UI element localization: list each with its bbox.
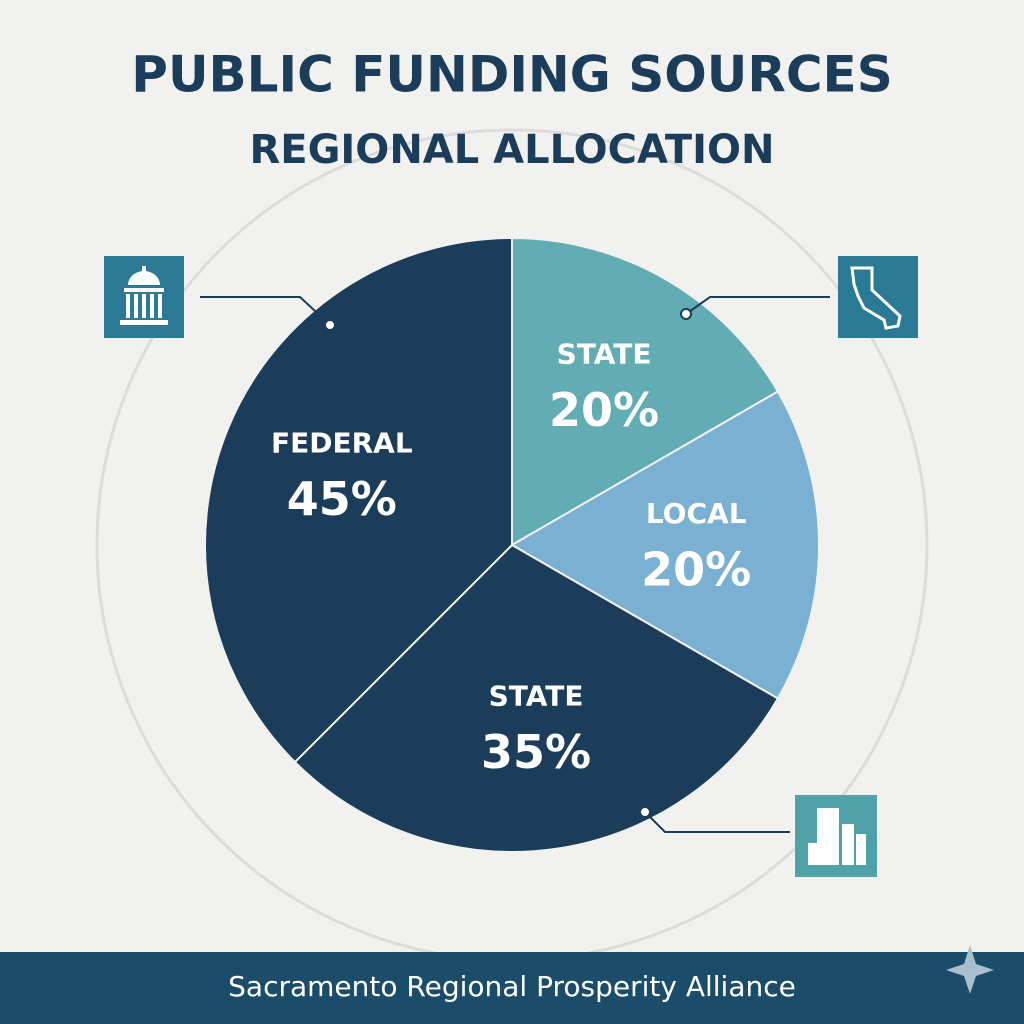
slice-value-label: 20% (641, 543, 751, 597)
leader-line (644, 811, 790, 833)
pie-slice (511, 236, 780, 547)
pie: STATE 20% LOCAL 20% STATE 35% FEDERAL 45% (204, 236, 820, 853)
pie-slice (204, 236, 513, 764)
icons (200, 296, 830, 833)
slice-category: LOCAL (646, 497, 747, 530)
slice-value-label: 35% (481, 725, 591, 779)
slice-value-label: 20% (549, 383, 659, 437)
slice-category: FEDERAL (271, 427, 413, 460)
chart-title: PUBLIC FUNDING SOURCES (131, 46, 892, 104)
leader-line (685, 296, 830, 315)
icon-capitol (104, 256, 184, 338)
icon-california (838, 256, 918, 338)
leader-line (200, 296, 331, 326)
leader-dot (680, 308, 692, 320)
slice-category: STATE (557, 337, 652, 370)
slice-category: STATE (489, 680, 584, 713)
footer-band (0, 952, 1024, 1024)
sparkle (946, 945, 994, 994)
pie-slice (293, 543, 780, 853)
chart-subtitle: REGIONAL ALLOCATION (249, 127, 774, 173)
pie-slice (509, 390, 820, 700)
slice-value-label: 45% (287, 472, 397, 526)
footer-text: Sacramento Regional Prosperity Alliance (228, 970, 796, 1003)
icon-buildings (795, 795, 877, 877)
leader-dot (639, 806, 651, 818)
leader-dot (324, 319, 336, 331)
